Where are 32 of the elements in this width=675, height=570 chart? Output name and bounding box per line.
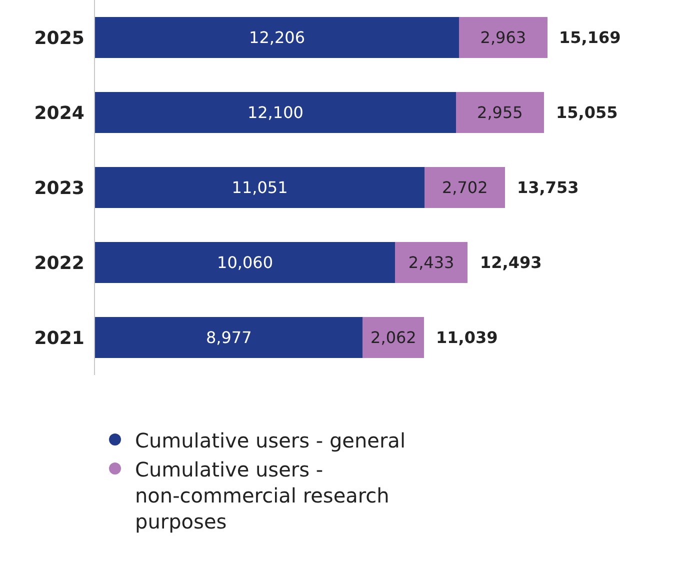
data-label: 2,702 bbox=[442, 178, 488, 198]
data-label: 8,977 bbox=[206, 328, 252, 348]
y-tick-label: 2021 bbox=[34, 328, 84, 349]
y-tick-label: 2024 bbox=[34, 102, 84, 124]
y-tick-label: 2023 bbox=[34, 178, 84, 199]
bar bbox=[362, 316, 424, 358]
bar bbox=[95, 166, 425, 208]
bar bbox=[95, 316, 363, 358]
data-label: 12,100 bbox=[247, 103, 304, 122]
data-label: 10,060 bbox=[217, 253, 273, 272]
data-label: 2,062 bbox=[370, 328, 416, 348]
bar bbox=[424, 166, 506, 208]
total-label: 13,753 bbox=[517, 178, 579, 197]
data-label: 12,206 bbox=[249, 28, 305, 48]
y-tick-label: 2022 bbox=[34, 252, 84, 274]
bar bbox=[95, 242, 396, 284]
legend-label: Cumulative users - non-commercial research purposes bbox=[135, 457, 390, 534]
total-label: 12,493 bbox=[480, 253, 542, 272]
data-label: 2,955 bbox=[477, 103, 523, 122]
data-label: 2,433 bbox=[408, 253, 454, 272]
total-label: 15,055 bbox=[556, 103, 618, 122]
data-label: 2,963 bbox=[480, 28, 526, 48]
bar bbox=[95, 16, 460, 58]
data-label: 11,051 bbox=[232, 178, 288, 198]
total-label: 11,039 bbox=[436, 328, 498, 347]
bar bbox=[456, 92, 544, 134]
total-label: 15,169 bbox=[559, 28, 621, 47]
bar bbox=[95, 92, 456, 134]
bar bbox=[395, 242, 468, 284]
bar bbox=[459, 16, 548, 58]
legend-label: Cumulative users - general bbox=[135, 428, 406, 452]
y-tick-label: 2025 bbox=[34, 28, 84, 49]
